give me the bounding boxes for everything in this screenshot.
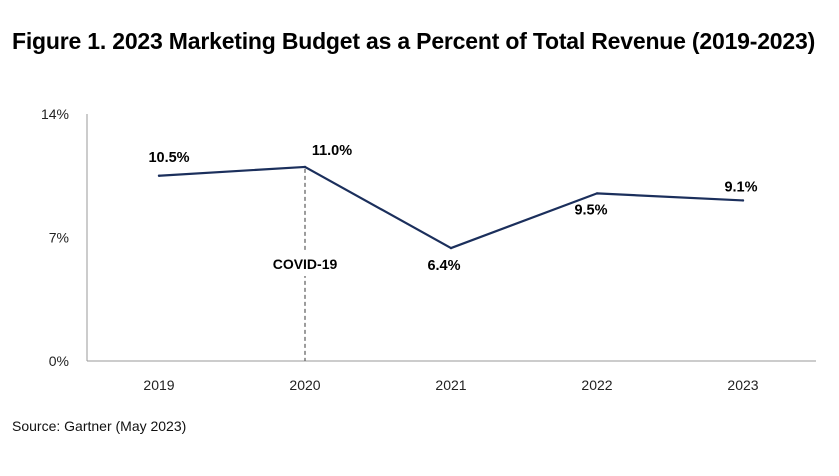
x-tick-label: 2021 [435,377,466,393]
data-label: 9.1% [724,179,757,195]
data-point [595,192,599,195]
data-point [449,246,453,250]
data-label: 9.5% [574,202,607,218]
data-point [157,174,161,177]
x-tick-label: 2019 [143,377,174,393]
x-tick-label: 2022 [581,377,612,393]
data-label: 6.4% [427,258,460,274]
x-tick-label: 2023 [727,377,758,393]
data-label: 11.0% [312,143,352,159]
data-labels: 10.5% 11.0% 6.4% 9.5% 9.1% [148,143,757,274]
data-point [303,165,307,169]
x-axis-ticks: 2019 2020 2021 2022 2023 [143,377,758,393]
data-point [741,199,745,202]
y-tick-label: 14% [41,106,69,122]
data-points [157,165,745,250]
covid-annotation: COVID-19 [263,168,347,361]
y-axis-ticks: 0% 7% 14% [41,106,69,369]
x-tick-label: 2020 [289,377,320,393]
chart-title: Figure 1. 2023 Marketing Budget as a Per… [12,28,816,54]
source-note: Source: Gartner (May 2023) [12,418,187,434]
data-label: 10.5% [148,150,189,166]
y-tick-label: 7% [49,230,69,246]
series-line [158,165,744,250]
y-tick-label: 0% [49,353,69,369]
covid-label: COVID-19 [273,256,338,272]
covid-label-background [263,252,347,276]
